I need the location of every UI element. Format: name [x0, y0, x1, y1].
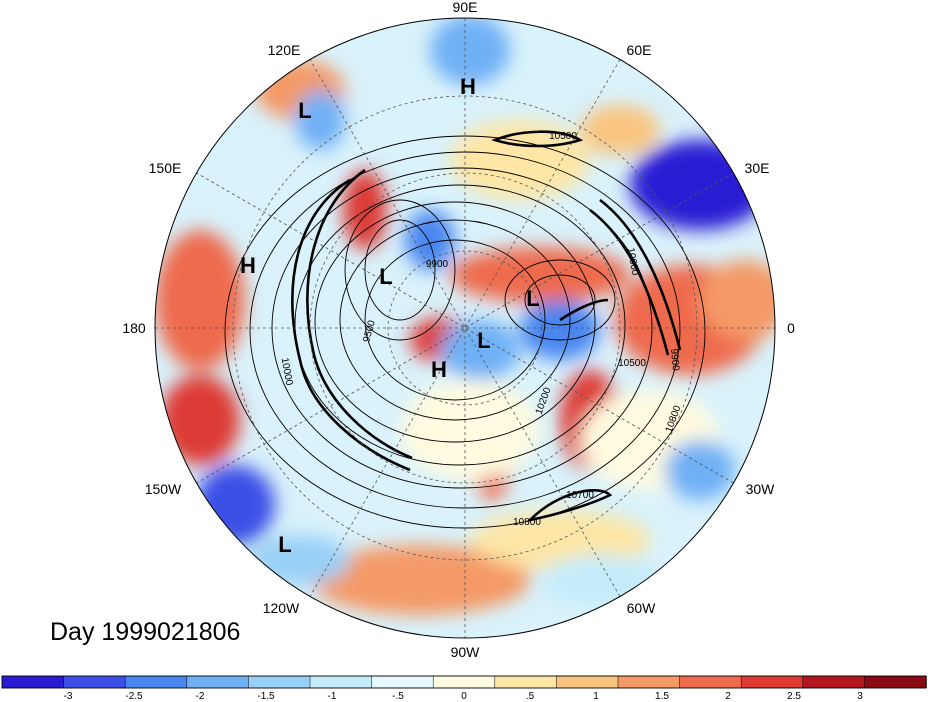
colorbar-tick-label: -2.5	[125, 691, 143, 702]
contour-label: 10500	[549, 131, 577, 142]
colorbar-box	[371, 675, 434, 689]
low-center: L	[379, 264, 392, 289]
colorbar-tick-label: 0	[461, 691, 467, 702]
lon-label-150e: 150E	[149, 160, 182, 176]
lon-label-60e: 60E	[627, 42, 652, 58]
colorbar-box	[1, 675, 65, 689]
colorbar-box	[556, 675, 619, 689]
colorbar-tick-label: 3	[857, 691, 863, 702]
colorbar-frame	[1, 675, 927, 689]
colorbar-box	[740, 675, 804, 689]
colorbar-tick-label: 1.5	[655, 691, 669, 702]
lon-label-30w: 30W	[746, 481, 776, 497]
colorbar-box	[802, 675, 866, 689]
low-center: L	[526, 286, 539, 311]
high-center: H	[460, 74, 476, 99]
pressure-centers: H L L H L L H L H L	[240, 74, 540, 557]
colorbar-box	[864, 675, 927, 689]
low-center: L	[477, 328, 490, 353]
lon-label-180: 180	[122, 320, 146, 336]
contour-label: 9900	[668, 348, 681, 372]
lon-label-30e: 30E	[745, 160, 770, 176]
colorbar-box	[248, 675, 311, 689]
anomaly-shading	[155, 18, 775, 638]
colorbar-tick-label: -1.5	[257, 691, 275, 702]
low-center: L	[278, 532, 291, 557]
colorbar: -3 -2.5 -2 -1.5 -1 -.5 0 .5 1 1.5 2 2.5 …	[1, 675, 927, 702]
lon-label-120e: 120E	[268, 42, 301, 58]
contour-label: 10600	[625, 247, 641, 277]
colorbar-tick-label: -1	[328, 691, 337, 702]
lon-label-90e: 90E	[453, 0, 478, 15]
contour-label: 10000	[279, 357, 295, 387]
low-center: L	[298, 98, 311, 123]
colorbar-box	[63, 675, 126, 689]
lon-label-0: 0	[787, 320, 795, 336]
colorbar-tick-label: -.5	[392, 691, 404, 702]
colorbar-tick-label: 2	[725, 691, 731, 702]
colorbar-tick-label: .5	[526, 691, 535, 702]
lon-label-120w: 120W	[263, 600, 300, 616]
lon-label-60w: 60W	[627, 600, 657, 616]
contour-label: 9900	[426, 259, 449, 270]
colorbar-box	[617, 675, 681, 689]
colorbar-tick-label: 2.5	[787, 691, 801, 702]
colorbar-box	[432, 675, 496, 689]
high-center: H	[240, 253, 256, 278]
longitude-labels: 90E 60E 30E 0 30W 60W 90W 120W 150W 180 …	[122, 0, 795, 660]
lon-label-150w: 150W	[145, 481, 182, 497]
colorbar-tick-label: -3	[64, 691, 73, 702]
colorbar-tick-label: -2	[196, 691, 205, 702]
lon-label-90w: 90W	[451, 644, 481, 660]
colorbar-tick-label: 1	[593, 691, 599, 702]
contour-label: 10700	[566, 490, 594, 501]
colorbar-box	[124, 675, 188, 689]
colorbar-box	[494, 675, 558, 689]
map-boundary	[154, 17, 776, 639]
figure-title: Day 1999021806	[50, 618, 241, 646]
high-center: H	[431, 357, 447, 382]
colorbar-box	[186, 675, 250, 689]
graticule	[155, 18, 775, 638]
contour-label: 10800	[513, 517, 541, 528]
contour-label: 10500	[618, 358, 646, 369]
colorbar-box	[679, 675, 742, 689]
colorbar-box	[309, 675, 373, 689]
